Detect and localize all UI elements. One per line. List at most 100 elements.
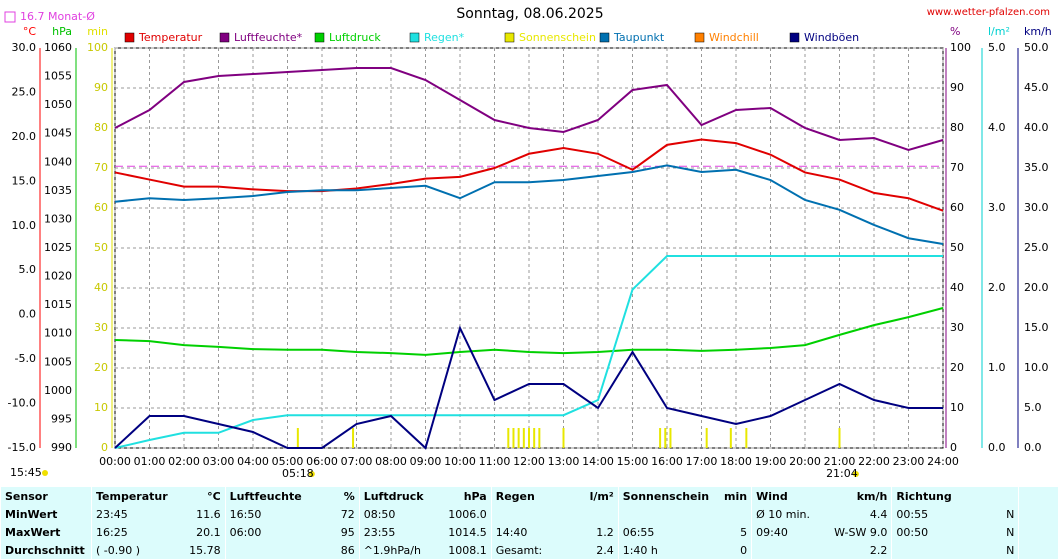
table-cell: Temperatur	[90, 487, 172, 505]
table-cell: %	[343, 489, 355, 503]
sunshine-bar	[745, 428, 748, 448]
y-tick-label: 30	[950, 321, 964, 334]
sunshine-bar	[705, 428, 708, 448]
legend-swatch	[219, 32, 230, 43]
table-cell: MaxWert	[0, 523, 92, 541]
y-tick-label: 1055	[44, 70, 72, 83]
table-cell: 1006.0	[448, 507, 487, 521]
x-tick-label: 14:00	[582, 455, 614, 468]
table-cell: 0	[740, 543, 748, 557]
x-tick-label: 22:00	[858, 455, 890, 468]
table-cell: N	[1006, 525, 1015, 539]
y-tick-label: 1030	[44, 212, 72, 225]
table-cell: 11.6	[196, 507, 221, 521]
y-tick-label: -10.0	[8, 397, 36, 410]
table-cell: W-SW 9.0	[834, 525, 888, 539]
table-cell: 86	[340, 543, 355, 557]
legend-swatch	[599, 32, 610, 43]
y-tick-label: 80	[950, 121, 964, 134]
table-cell	[891, 541, 971, 559]
legend-label: Windchill	[709, 31, 759, 44]
y-tick-label: 25.0	[12, 85, 37, 98]
y-tick-label: 45.0	[1024, 81, 1049, 94]
table-cell: 5	[740, 525, 748, 539]
table-cell: Regen	[490, 487, 570, 505]
x-tick-label: 24:00	[927, 455, 959, 468]
y-tick-label: 1.0	[988, 361, 1006, 374]
table-cell: Gesamt:	[490, 541, 570, 559]
y-tick-label: 70	[950, 161, 964, 174]
y-tick-label: 20.0	[1024, 281, 1049, 294]
x-tick-label: 03:00	[203, 455, 235, 468]
y-tick-label: 15.0	[12, 174, 37, 187]
table-cell	[1018, 523, 1058, 541]
table-row: MinWert 23:45 11.6 16:50 72 08:50 1006.0 Ø 10 m…	[0, 505, 1058, 523]
x-tick-label: 09:00	[410, 455, 442, 468]
y-tick-label: 40	[950, 281, 964, 294]
axis-unit: min	[87, 25, 108, 38]
y-tick-label: 60	[94, 201, 108, 214]
table-cell: ( -0.90 )	[90, 541, 172, 559]
table-cell: 06:55	[617, 523, 714, 541]
table-cell	[1018, 487, 1058, 505]
table-row: Sensor Temperatur °C Luftfeuchte% Luftdruck h…	[0, 487, 1058, 505]
x-tick-label: 23:00	[893, 455, 925, 468]
table-cell: Sensor	[0, 487, 92, 505]
table-cell: N	[1006, 507, 1015, 521]
y-tick-label: 1005	[44, 355, 72, 368]
table-cell: °C	[207, 489, 221, 503]
x-tick-label: 11:00	[479, 455, 511, 468]
x-tick-label: 17:00	[686, 455, 718, 468]
table-cell: MinWert	[0, 505, 92, 523]
x-tick-label: 08:00	[375, 455, 407, 468]
table-cell	[1018, 505, 1058, 523]
sunshine-bar	[533, 428, 536, 448]
series-line	[114, 255, 943, 449]
axis-unit: %	[950, 25, 960, 38]
x-tick-label: 07:00	[341, 455, 373, 468]
sunshine-bar	[517, 428, 520, 448]
y-tick-label: 995	[51, 412, 72, 425]
y-tick-label: 0.0	[988, 441, 1006, 454]
table-cell: 23:45	[90, 505, 172, 523]
table-cell: min	[724, 489, 748, 503]
series-line	[114, 164, 944, 245]
y-tick-label: 1060	[44, 41, 72, 54]
x-tick-label: 12:00	[513, 455, 545, 468]
y-tick-label: 0	[950, 441, 957, 454]
legend-label: Taupunkt	[613, 31, 665, 44]
y-tick-label: 20	[94, 361, 108, 374]
y-tick-label: 1020	[44, 270, 72, 283]
x-tick-label: 06:00	[306, 455, 338, 468]
y-tick-label: 3.0	[988, 201, 1006, 214]
legend-swatch	[314, 32, 325, 43]
sun-marker	[308, 471, 315, 477]
sun-event-label: 21:04	[826, 467, 858, 480]
sunshine-bar	[528, 428, 530, 448]
legend-swatch	[694, 32, 705, 43]
table-cell: 4.4	[869, 507, 888, 521]
y-tick-label: -15.0	[8, 441, 36, 454]
sunshine-bar	[729, 428, 732, 448]
y-tick-label: 90	[950, 81, 964, 94]
table-cell: l/m²	[589, 489, 614, 503]
series-line	[114, 67, 944, 152]
table-cell: 2.2	[869, 543, 888, 557]
chart: Sonntag, 08.06.2025 www.wetter-pfalzen.c…	[4, 6, 1052, 480]
y-tick-label: 50.0	[1024, 41, 1049, 54]
y-tick-label: -5.0	[15, 352, 36, 365]
y-tick-label: 10.0	[1024, 361, 1049, 374]
table-cell: 1:40 h	[617, 541, 714, 559]
y-tick-label: 1045	[44, 127, 72, 140]
table-cell: km/h	[856, 489, 888, 503]
table-cell: 1014.5	[448, 525, 487, 539]
source: www.wetter-pfalzen.com	[927, 7, 1050, 18]
y-tick-label: 60	[950, 201, 964, 214]
sunshine-bar	[522, 428, 525, 448]
sunshine-bar	[512, 428, 515, 448]
sunshine-bar	[507, 428, 510, 448]
legend-swatch	[409, 32, 420, 43]
y-tick-label: 30	[94, 321, 108, 334]
table-cell	[490, 505, 570, 523]
